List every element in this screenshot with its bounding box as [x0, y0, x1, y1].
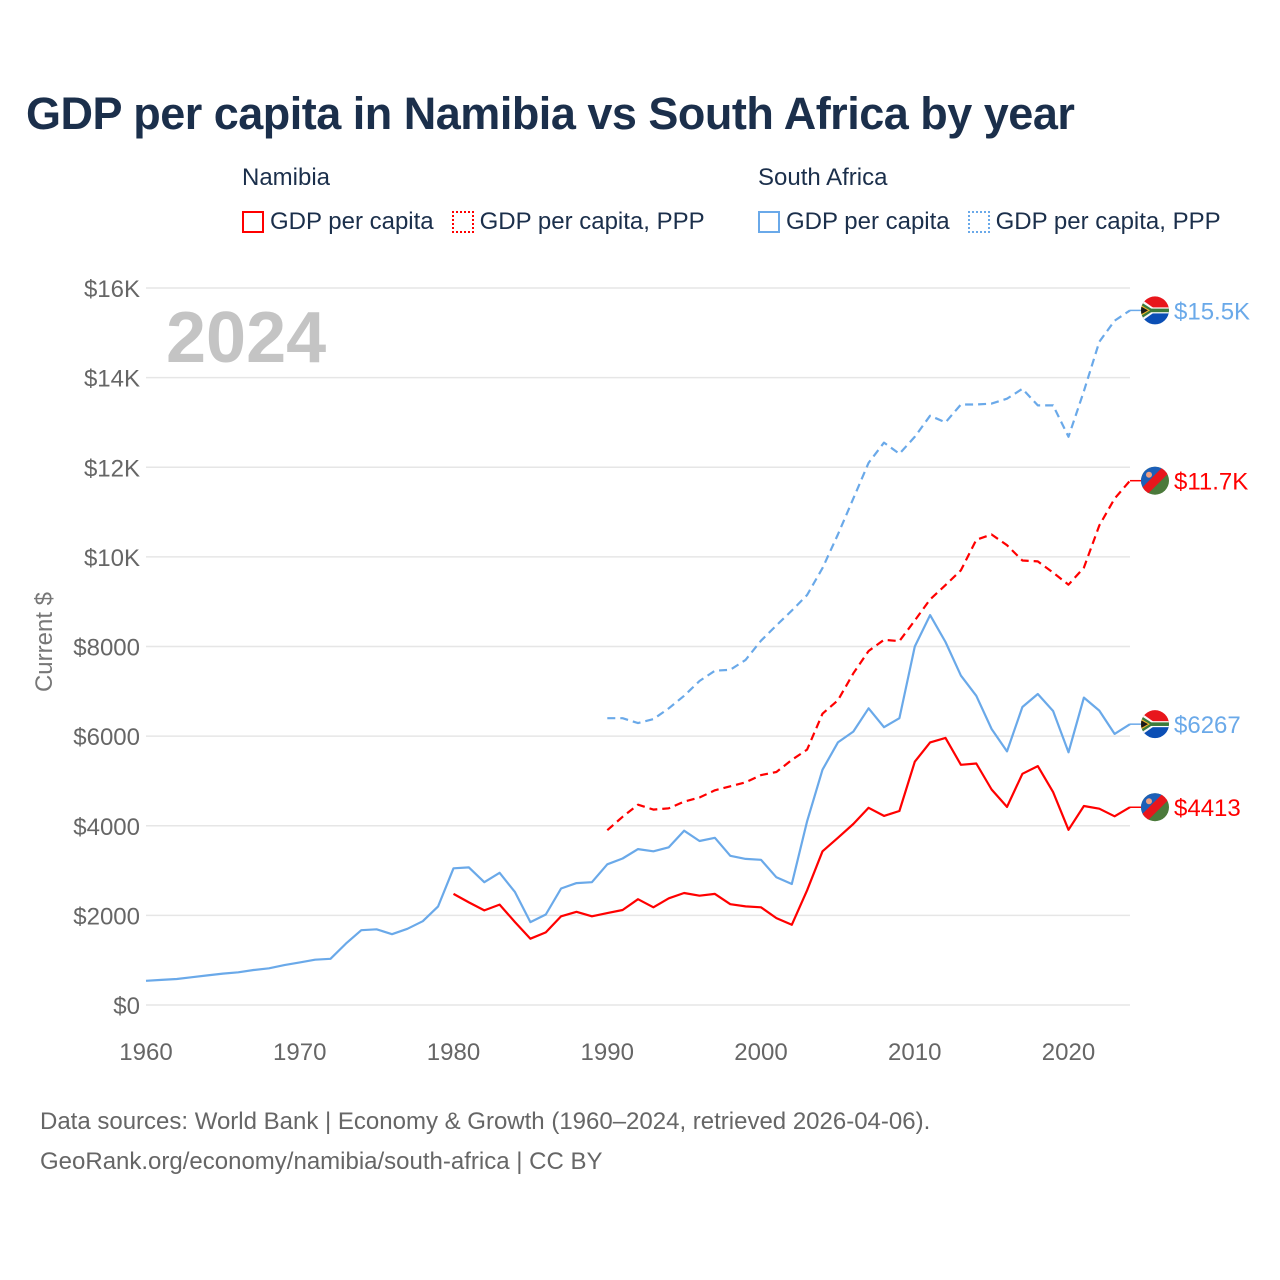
legend-item-namibia-ppp[interactable]: GDP per capita, PPP: [451, 208, 705, 236]
x-tick-label: 1970: [273, 1039, 326, 1066]
legend-item-namibia-gdp[interactable]: GDP per capita: [242, 208, 434, 236]
south-africa-flag-icon: [1140, 709, 1170, 739]
x-tick-label: 2010: [888, 1039, 941, 1066]
footer-sources: Data sources: World Bank | Economy & Gro…: [40, 1108, 931, 1135]
namibia-flag-icon: [1140, 792, 1170, 822]
legend-label: GDP per capita, PPP: [995, 208, 1221, 235]
namibia-flag-icon: [1140, 466, 1170, 496]
dotted-swatch-icon: [451, 211, 474, 233]
dotted-swatch-icon: [967, 211, 990, 233]
series-line-namibia-gdp-per-capita[interactable]: [452, 736, 1131, 940]
x-tick-label: 1960: [119, 1039, 172, 1066]
y-axis-label: Current $: [31, 592, 58, 692]
grid: [146, 287, 1130, 1006]
south-africa-flag-icon: [1140, 295, 1170, 325]
series-line-south-africa-gdp-per-capita-ppp[interactable]: [607, 309, 1131, 725]
y-tick-label: $16K: [84, 276, 140, 303]
series-line-namibia-gdp-per-capita-ppp[interactable]: [606, 479, 1131, 832]
x-tick-label: 2000: [734, 1039, 787, 1066]
footer-link[interactable]: GeoRank.org/economy/namibia/south-africa…: [40, 1148, 603, 1175]
solid-swatch-icon: [242, 211, 264, 233]
end-value-label: $6267: [1174, 712, 1241, 739]
series-line-south-africa-gdp-per-capita[interactable]: [145, 613, 1131, 982]
end-labels: $6267 $4413 $11.7K $15.5K: [1130, 295, 1250, 823]
x-axis: 1960 1970 1980 1990 2000 2010 2020: [119, 1039, 1095, 1066]
y-tick-label: $4000: [73, 814, 140, 841]
year-watermark: 2024: [166, 298, 326, 378]
chart-title: GDP per capita in Namibia vs South Afric…: [26, 88, 1075, 139]
end-value-label: $11.7K: [1174, 469, 1248, 496]
legend-country: Namibia: [242, 164, 331, 191]
series-lines: [145, 309, 1131, 982]
legend-group-south-africa: South Africa GDP per capita GDP per capi…: [758, 164, 1221, 236]
x-tick-label: 1990: [581, 1039, 634, 1066]
legend-item-sa-ppp[interactable]: GDP per capita, PPP: [967, 208, 1221, 236]
legend-group-namibia: Namibia GDP per capita GDP per capita, P…: [242, 164, 705, 236]
end-value-label: $4413: [1174, 795, 1241, 822]
legend-label: GDP per capita, PPP: [479, 208, 705, 235]
y-axis: $0 $2000 $4000 $6000 $8000 $10K $12K $14K $16K: [73, 276, 140, 1020]
y-tick-label: $10K: [84, 545, 140, 572]
y-tick-label: $14K: [84, 366, 140, 393]
solid-swatch-icon: [758, 211, 780, 233]
legend-item-sa-gdp[interactable]: GDP per capita: [758, 208, 950, 236]
x-tick-label: 1980: [427, 1039, 480, 1066]
y-tick-label: $0: [113, 993, 140, 1020]
y-tick-label: $12K: [84, 455, 140, 482]
x-tick-label: 2020: [1042, 1039, 1095, 1066]
legend-label: GDP per capita: [270, 208, 434, 235]
y-tick-label: $2000: [73, 903, 140, 930]
legend-country: South Africa: [758, 164, 888, 191]
legend-label: GDP per capita: [786, 208, 950, 235]
y-tick-label: $6000: [73, 724, 140, 751]
end-value-label: $15.5K: [1174, 298, 1250, 325]
y-tick-label: $8000: [73, 635, 140, 662]
